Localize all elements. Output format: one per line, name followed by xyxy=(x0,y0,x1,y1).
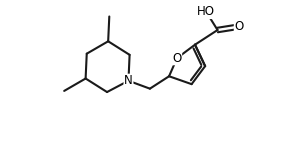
Text: O: O xyxy=(234,20,244,33)
Text: HO: HO xyxy=(197,5,215,18)
Text: O: O xyxy=(172,52,181,65)
Text: N: N xyxy=(124,74,133,87)
